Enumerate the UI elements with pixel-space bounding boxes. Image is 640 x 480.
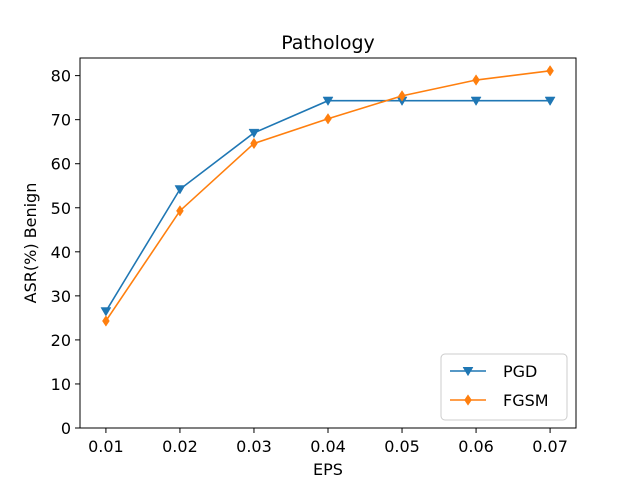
data-point-fgsm — [102, 315, 110, 327]
data-point-pgd — [174, 185, 186, 195]
y-tick-label: 80 — [51, 67, 71, 86]
y-tick-label: 70 — [51, 111, 71, 130]
y-tick-label: 60 — [51, 155, 71, 174]
data-point-pgd — [470, 96, 482, 106]
y-axis: 0 10 20 30 40 50 60 70 80 — [51, 67, 80, 438]
data-point-fgsm — [324, 113, 332, 125]
legend-label-fgsm: FGSM — [503, 391, 549, 410]
data-point-pgd — [100, 307, 112, 317]
x-tick-label: 0.01 — [88, 437, 124, 456]
y-tick-label: 40 — [51, 243, 71, 262]
legend-marker-fgsm — [464, 394, 472, 406]
chart-title: Pathology — [281, 32, 375, 54]
series-line-fgsm — [105, 69, 551, 322]
x-tick-label: 0.03 — [236, 437, 272, 456]
y-tick-label: 0 — [61, 419, 71, 438]
x-tick-label: 0.05 — [384, 437, 420, 456]
data-point-fgsm — [398, 90, 406, 102]
series-line-pgd — [105, 99, 551, 312]
y-tick-label: 20 — [51, 331, 71, 350]
y-tick-label: 10 — [51, 375, 71, 394]
x-tick-label: 0.07 — [532, 437, 568, 456]
data-point-pgd — [248, 128, 260, 139]
x-tick-label: 0.06 — [458, 437, 494, 456]
x-tick-label: 0.02 — [162, 437, 198, 456]
data-point-fgsm — [472, 74, 480, 86]
x-axis: 0.01 0.02 0.03 0.04 0.05 0.06 0.07 — [88, 428, 568, 456]
data-point-pgd — [322, 96, 334, 106]
y-axis-label: ASR(%) Benign — [21, 183, 40, 304]
x-axis-label: EPS — [313, 460, 343, 479]
data-point-fgsm — [546, 65, 554, 77]
legend-label-pgd: PGD — [503, 362, 537, 381]
data-point-fgsm — [176, 205, 184, 217]
x-tick-label: 0.04 — [310, 437, 346, 456]
plot-area — [100, 65, 556, 327]
y-tick-label: 30 — [51, 287, 71, 306]
y-tick-label: 50 — [51, 199, 71, 218]
legend-marker-pgd — [462, 367, 474, 377]
legend: PGD FGSM — [440, 353, 568, 421]
data-point-fgsm — [250, 137, 258, 150]
data-point-pgd — [544, 96, 556, 106]
